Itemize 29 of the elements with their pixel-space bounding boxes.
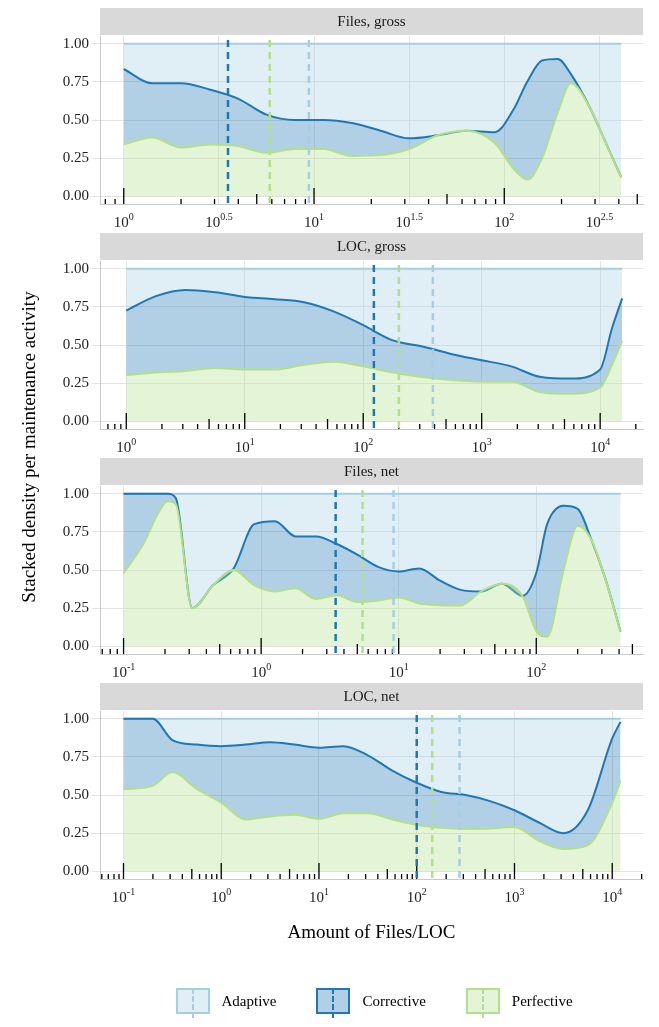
y-tick-label: 0.75 [62, 72, 89, 89]
y-tick-label: 0.75 [62, 522, 89, 539]
legend-label: Adaptive [221, 992, 277, 1010]
chart-title: Files, net [344, 462, 400, 479]
chart-title: LOC, gross [336, 237, 407, 254]
y-tick-label: 0.00 [62, 187, 89, 204]
y-tick-label: 1.00 [62, 484, 89, 501]
y-tick-label: 1.00 [62, 709, 89, 726]
y-tick-label: 1.00 [62, 34, 89, 51]
y-tick-label: 0.50 [62, 335, 89, 352]
y-tick-label: 0.25 [62, 824, 89, 841]
y-axis-title: Stacked density per maintenance activity [17, 290, 40, 603]
y-tick-label: 0.25 [62, 149, 89, 166]
y-tick-label: 1.00 [62, 259, 89, 276]
y-tick-label: 0.00 [62, 412, 89, 429]
y-tick-label: 0.00 [62, 637, 89, 654]
legend-label: Perfective [511, 992, 573, 1010]
y-tick-label: 0.75 [62, 747, 89, 764]
y-tick-label: 0.50 [62, 785, 89, 802]
y-tick-label: 0.50 [62, 560, 89, 577]
chart-title: LOC, net [343, 687, 401, 704]
y-tick-label: 0.25 [62, 599, 89, 616]
y-tick-label: 0.00 [62, 862, 89, 879]
x-axis-title: Amount of Files/LOC [286, 921, 457, 943]
legend-label: Corrective [362, 992, 426, 1010]
chart-title: Files, gross [337, 12, 406, 29]
y-tick-label: 0.75 [62, 297, 89, 314]
y-tick-label: 0.50 [62, 110, 89, 127]
y-tick-label: 0.25 [62, 374, 89, 391]
